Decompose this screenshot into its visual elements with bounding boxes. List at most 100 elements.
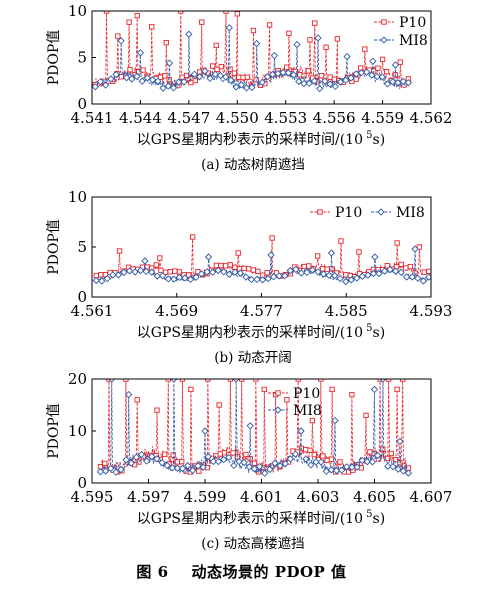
point-P10 [363, 412, 369, 419]
point-MI8 [247, 275, 256, 284]
point-P10 [392, 457, 399, 463]
point-MI8 [384, 462, 392, 470]
legend-item-P10: P10 [374, 15, 426, 31]
point-MI8 [404, 79, 413, 87]
point-P10 [384, 68, 390, 75]
point-P10 [394, 240, 400, 246]
point-P10 [397, 59, 403, 65]
subplot-b: 4.561 4.569 4.577 4.585 4.593 0 5 10 PDOP值以GPS星期… [46, 188, 452, 366]
point-MI8 [369, 269, 378, 278]
subplot-c: 4.595 4.597 4.599 4.601 4.603 4.605 4.607 0 10 20… [46, 370, 452, 552]
point-P10 [165, 379, 171, 382]
point-P10 [174, 459, 181, 465]
point-P10 [243, 451, 249, 458]
point-P10 [158, 267, 164, 274]
point-MI8 [373, 72, 381, 81]
point-P10 [196, 468, 202, 474]
point-MI8 [96, 78, 105, 86]
point-MI8 [194, 462, 202, 470]
point-P10 [385, 379, 392, 382]
point-P10 [379, 56, 386, 63]
point-MI8 [175, 273, 184, 281]
x-tick-label: 4.550 [216, 109, 259, 127]
point-P10 [149, 24, 155, 30]
legend-marker [275, 390, 281, 396]
point-MI8 [101, 467, 110, 475]
x-tick-label: 4.561 [71, 302, 114, 320]
point-MI8 [347, 276, 355, 284]
point-P10 [167, 269, 173, 275]
point-MI8 [175, 78, 183, 86]
point-MI8 [189, 466, 197, 475]
point-MI8 [199, 463, 207, 471]
point-P10 [284, 397, 290, 403]
point-P10 [273, 270, 280, 276]
point-MI8 [327, 466, 336, 474]
point-P10 [264, 270, 270, 276]
x-tick-label: 4.603 [297, 488, 340, 506]
y-tick-label: 10 [68, 188, 87, 206]
point-P10 [140, 67, 146, 73]
point-P10 [394, 386, 400, 393]
point-P10 [251, 460, 258, 466]
point-MI8 [211, 70, 219, 78]
point-P10 [222, 263, 229, 269]
point-P10 [318, 379, 324, 382]
x-tick-label: 4.547 [167, 109, 210, 127]
series-MI8 [92, 24, 413, 93]
point-P10 [221, 450, 228, 456]
point-MI8 [120, 268, 128, 276]
legend-marker [381, 19, 387, 25]
point-MI8 [173, 464, 182, 472]
legend-marker [317, 209, 323, 215]
point-MI8 [281, 271, 289, 280]
point-P10 [162, 73, 168, 79]
point-MI8 [204, 453, 212, 461]
point-MI8 [216, 71, 225, 80]
point-MI8 [258, 276, 267, 284]
point-MI8 [201, 67, 209, 75]
point-P10 [210, 63, 216, 69]
point-P10 [329, 386, 335, 393]
point-P10 [183, 72, 190, 79]
x-tick-label: 4.544 [119, 109, 162, 127]
point-MI8 [369, 57, 377, 65]
point-MI8 [261, 469, 269, 477]
point-MI8 [165, 59, 174, 67]
point-MI8 [253, 275, 261, 284]
point-MI8 [181, 274, 189, 282]
point-MI8 [103, 275, 111, 283]
point-P10 [153, 262, 159, 268]
point-MI8 [396, 437, 404, 446]
point-MI8 [353, 274, 361, 282]
point-MI8 [310, 77, 319, 85]
point-MI8 [131, 268, 139, 276]
x-tick-label: 4.595 [71, 488, 114, 506]
point-MI8 [373, 451, 382, 460]
point-MI8 [164, 82, 172, 90]
point-P10 [338, 238, 344, 244]
point-P10 [217, 451, 223, 457]
point-P10 [134, 12, 140, 19]
point-P10 [384, 263, 390, 269]
point-MI8 [132, 453, 141, 461]
subplot-caption: (c) 动态高楼遮挡 [201, 535, 304, 552]
point-P10 [362, 46, 368, 52]
point-P10 [307, 447, 313, 454]
point-MI8 [391, 267, 400, 275]
point-P10 [353, 76, 359, 82]
point-MI8 [92, 276, 100, 285]
x-tick-label: 4.593 [410, 302, 453, 320]
point-MI8 [117, 37, 125, 45]
point-P10 [327, 74, 333, 80]
legend-item-MI8: MI8 [374, 33, 428, 49]
point-MI8 [236, 269, 245, 277]
point-MI8 [331, 416, 339, 425]
point-MI8 [112, 70, 120, 79]
point-MI8 [394, 465, 402, 473]
point-P10 [295, 379, 301, 382]
point-MI8 [336, 274, 344, 283]
point-MI8 [397, 268, 405, 276]
point-MI8 [419, 277, 427, 285]
